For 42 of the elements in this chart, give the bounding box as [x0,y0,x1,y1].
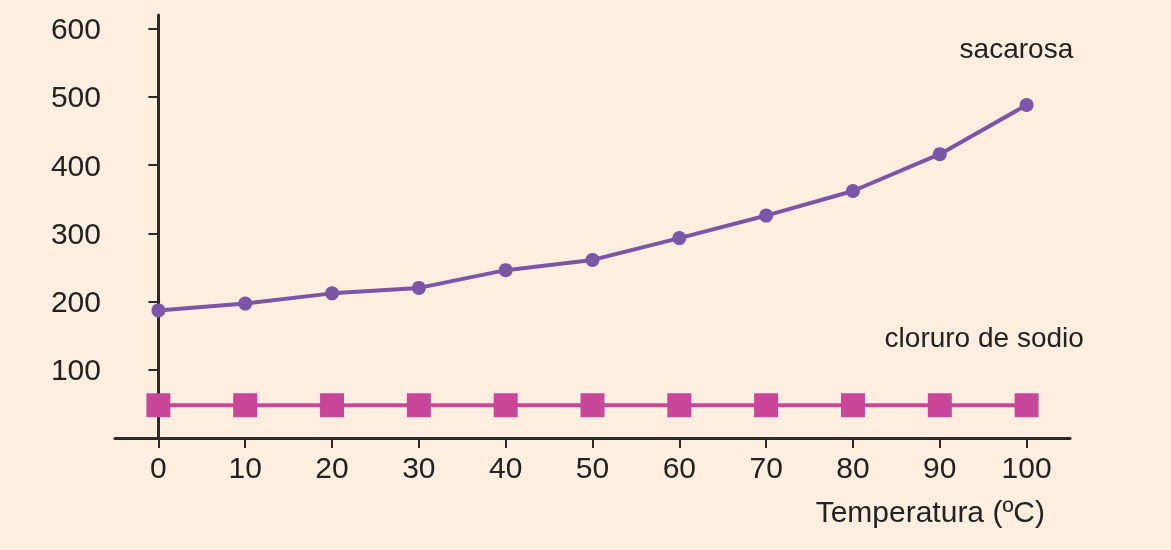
y-tick-label: 400 [50,148,101,182]
x-tick-label: 20 [315,450,349,484]
y-tick-label: 600 [50,12,101,46]
point [1019,98,1034,113]
point [1014,393,1039,418]
y-tick-label: 300 [50,216,101,250]
series-label: sacarosa [959,32,1074,64]
x-tick-label: 50 [575,450,610,484]
x-axis-title: Temperatura (ºC) [815,494,1045,528]
x-tick-label: 70 [749,450,783,484]
x-tick-label: 30 [402,450,436,484]
x-tick-label: 90 [923,450,957,484]
point [585,252,600,267]
x-tick-label: 40 [488,450,523,484]
point [845,184,860,199]
point [754,393,779,418]
point [406,393,431,418]
point [411,280,426,295]
point [580,393,605,418]
point [238,296,253,311]
point [151,303,166,318]
point [325,286,340,301]
point [233,393,258,418]
point [493,393,518,418]
x-tick-label: 0 [150,450,167,484]
point [320,393,345,418]
point [146,393,171,418]
y-tick-label: 200 [50,285,101,319]
x-tick-label: 60 [662,450,697,484]
series-label: cloruro de sodio [884,321,1084,353]
x-tick-label: 10 [228,450,262,484]
point [932,147,947,162]
point [759,208,774,223]
x-tick-label: 100 [1001,450,1052,484]
point [672,231,687,246]
point [667,393,692,418]
point [927,393,952,418]
y-tick-label: 500 [50,80,101,114]
x-tick-label: 80 [836,450,870,484]
point [498,263,513,278]
point [840,393,865,418]
y-tick-label: 100 [50,353,101,387]
